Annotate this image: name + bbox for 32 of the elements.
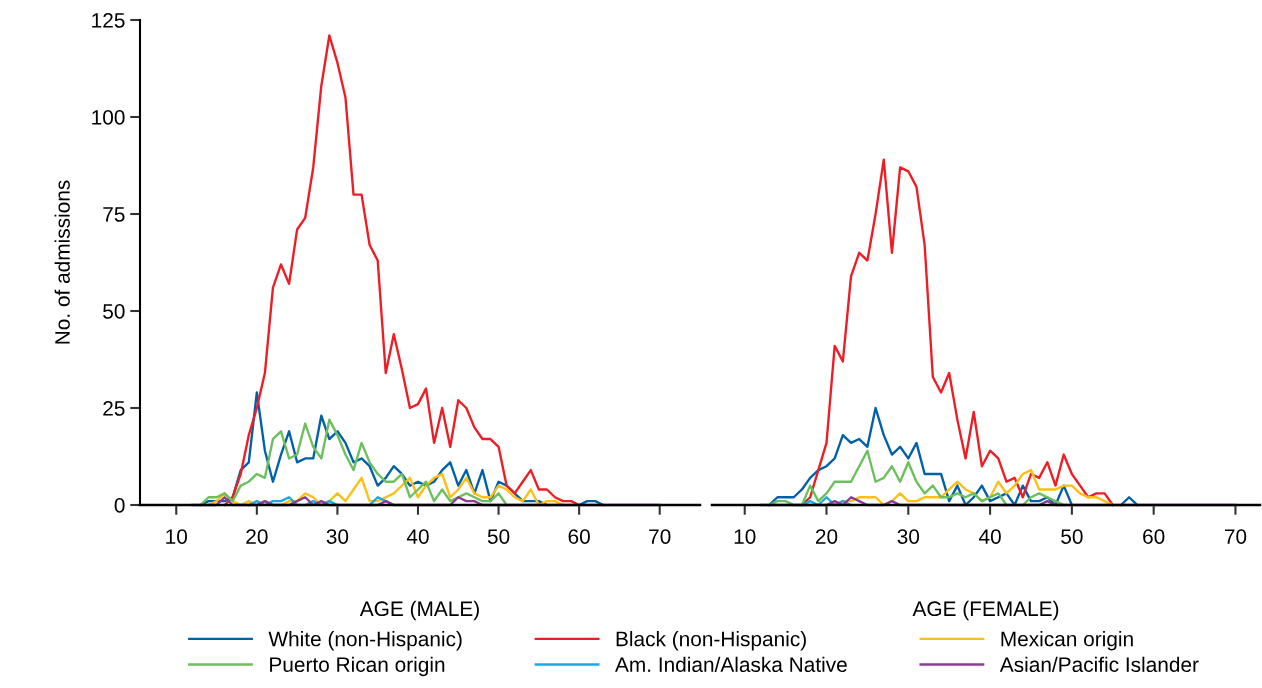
legend-label: Mexican origin	[1001, 631, 1133, 651]
y-tick-label: 25	[103, 401, 125, 416]
legend-label: Asian/Pacific Islander	[999, 656, 1199, 673]
legend-label: White (non-Hispanic)	[268, 631, 462, 651]
x-tick-label: 70	[649, 529, 671, 544]
y-tick-label: 0	[114, 498, 125, 513]
x-tick-label: 50	[1061, 529, 1083, 544]
x-tick-label: 40	[406, 529, 429, 544]
x-tick-label: 60	[568, 529, 590, 544]
y-tick-label: 50	[103, 304, 125, 319]
x-tick-label: 60	[1143, 529, 1165, 544]
x-tick-label: 20	[246, 529, 268, 544]
x-axis-title: AGE (FEMALE)	[912, 600, 1059, 621]
x-tick-label: 70	[1224, 529, 1247, 544]
x-tick-label: 10	[166, 529, 188, 544]
legend-label: Black (non-Hispanic)	[616, 631, 806, 651]
y-axis-title: No. of admissions	[54, 180, 70, 344]
x-tick-label: 50	[487, 529, 510, 544]
line-series	[223, 34, 581, 507]
legend-label: Am. Indian/Alaska Native	[615, 656, 847, 673]
y-tick-label: 75	[103, 207, 125, 222]
x-tick-label: 10	[734, 529, 756, 544]
legend-label: Puerto Rican origin	[270, 656, 445, 677]
x-tick-label: 40	[978, 529, 1001, 544]
x-tick-label: 30	[326, 529, 349, 544]
y-tick-label: 125	[92, 13, 125, 28]
x-axis-title: AGE (MALE)	[359, 600, 479, 621]
y-tick-label: 100	[92, 110, 125, 125]
x-tick-label: 20	[815, 529, 838, 544]
line-series	[207, 472, 565, 507]
x-tick-label: 30	[897, 529, 920, 544]
line-series	[199, 418, 508, 507]
